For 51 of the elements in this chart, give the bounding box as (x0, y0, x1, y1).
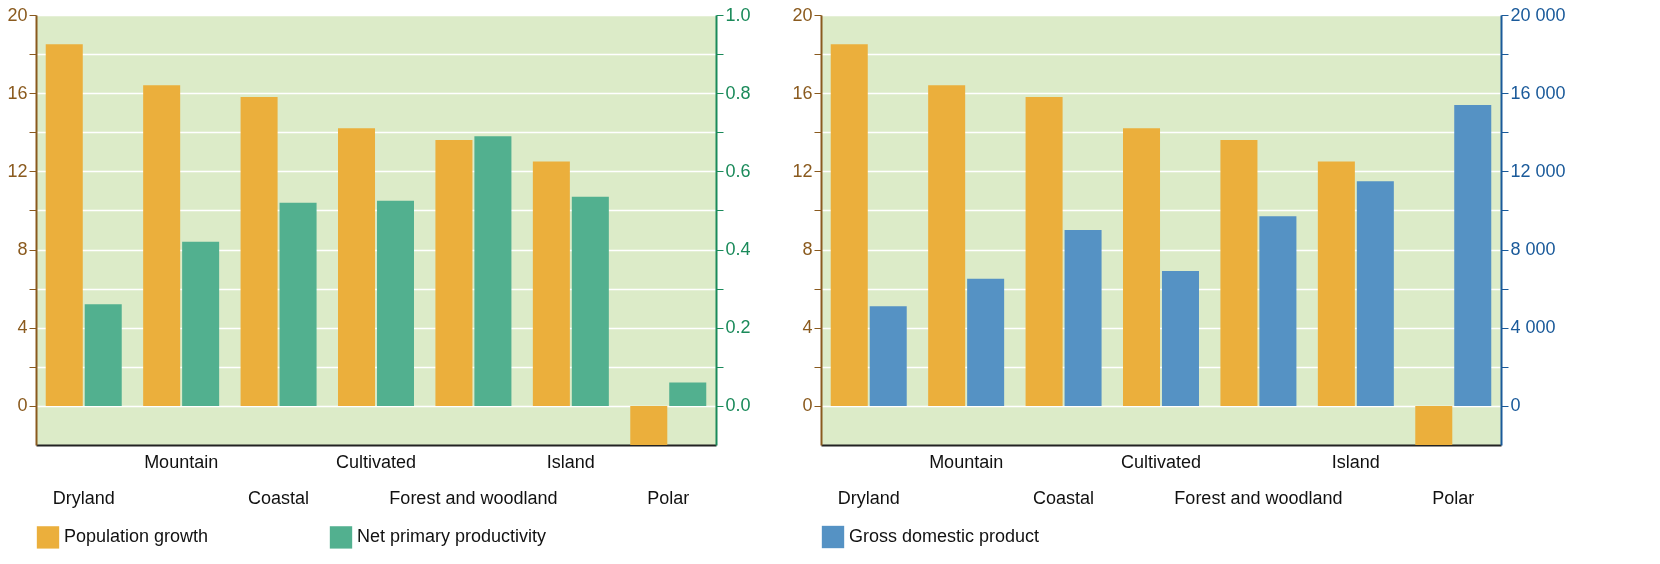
legend-label: Population growth (64, 526, 209, 547)
bar (669, 382, 707, 406)
legend-label: Net primary productivity (357, 526, 547, 547)
bar (1454, 104, 1492, 406)
y-tick-label: 12 (792, 160, 813, 181)
y-tick-label: 12 (7, 160, 28, 181)
x-tick-label: Polar (1432, 487, 1475, 508)
y-tick-label: 16 (7, 82, 28, 103)
y2-tick-label: 0.8 (725, 82, 751, 103)
y-tick-label: 20 (7, 4, 28, 25)
y2-tick-label: 0.6 (725, 160, 751, 181)
y-tick-label: 8 (17, 239, 28, 260)
y2-tick-label: 1.0 (725, 4, 751, 25)
bar (84, 304, 122, 406)
x-tick-label: Cultivated (1120, 451, 1202, 472)
x-tick-label: Forest and woodland (1174, 487, 1343, 508)
y2-tick-label: 0.0 (725, 395, 751, 416)
y2-tick-label: 16 000 (1510, 82, 1566, 103)
y2-tick-label: 4 000 (1510, 317, 1556, 338)
x-tick-label: Dryland (52, 487, 115, 508)
x-tick-label: Mountain (929, 451, 1004, 472)
x-tick-label: Coastal (248, 487, 310, 508)
x-tick-label: Island (1331, 451, 1380, 472)
x-tick-label: Cultivated (335, 451, 417, 472)
y-tick-label: 0 (17, 395, 28, 416)
y2-tick-label: 0.2 (725, 317, 751, 338)
x-tick-label: Coastal (1033, 487, 1095, 508)
y2-tick-label: 20 000 (1510, 4, 1566, 25)
legend-label: Gross domestic product (849, 526, 1040, 546)
x-tick-label: Dryland (837, 487, 900, 508)
bar (869, 306, 907, 406)
y2-tick-label: 0 (1510, 395, 1521, 416)
x-tick-label: Island (546, 451, 595, 472)
x-tick-label: Polar (647, 487, 690, 508)
y-tick-label: 0 (802, 395, 813, 416)
y2-tick-label: 0.4 (725, 239, 751, 260)
y-tick-label: 4 (802, 317, 813, 338)
bar (1415, 405, 1453, 445)
y-tick-label: 20 (792, 4, 813, 25)
bar (928, 85, 966, 406)
bar (630, 405, 668, 445)
y2-tick-label: 12 000 (1510, 160, 1566, 181)
bar (830, 44, 868, 406)
y2-tick-label: 8 000 (1510, 239, 1556, 260)
y-tick-label: 16 (792, 82, 813, 103)
x-tick-label: Forest and woodland (389, 487, 558, 508)
bar (1123, 128, 1161, 406)
y-tick-label: 4 (17, 317, 28, 338)
y-tick-label: 8 (802, 239, 813, 260)
x-tick-label: Mountain (144, 451, 219, 472)
bar (45, 44, 83, 406)
